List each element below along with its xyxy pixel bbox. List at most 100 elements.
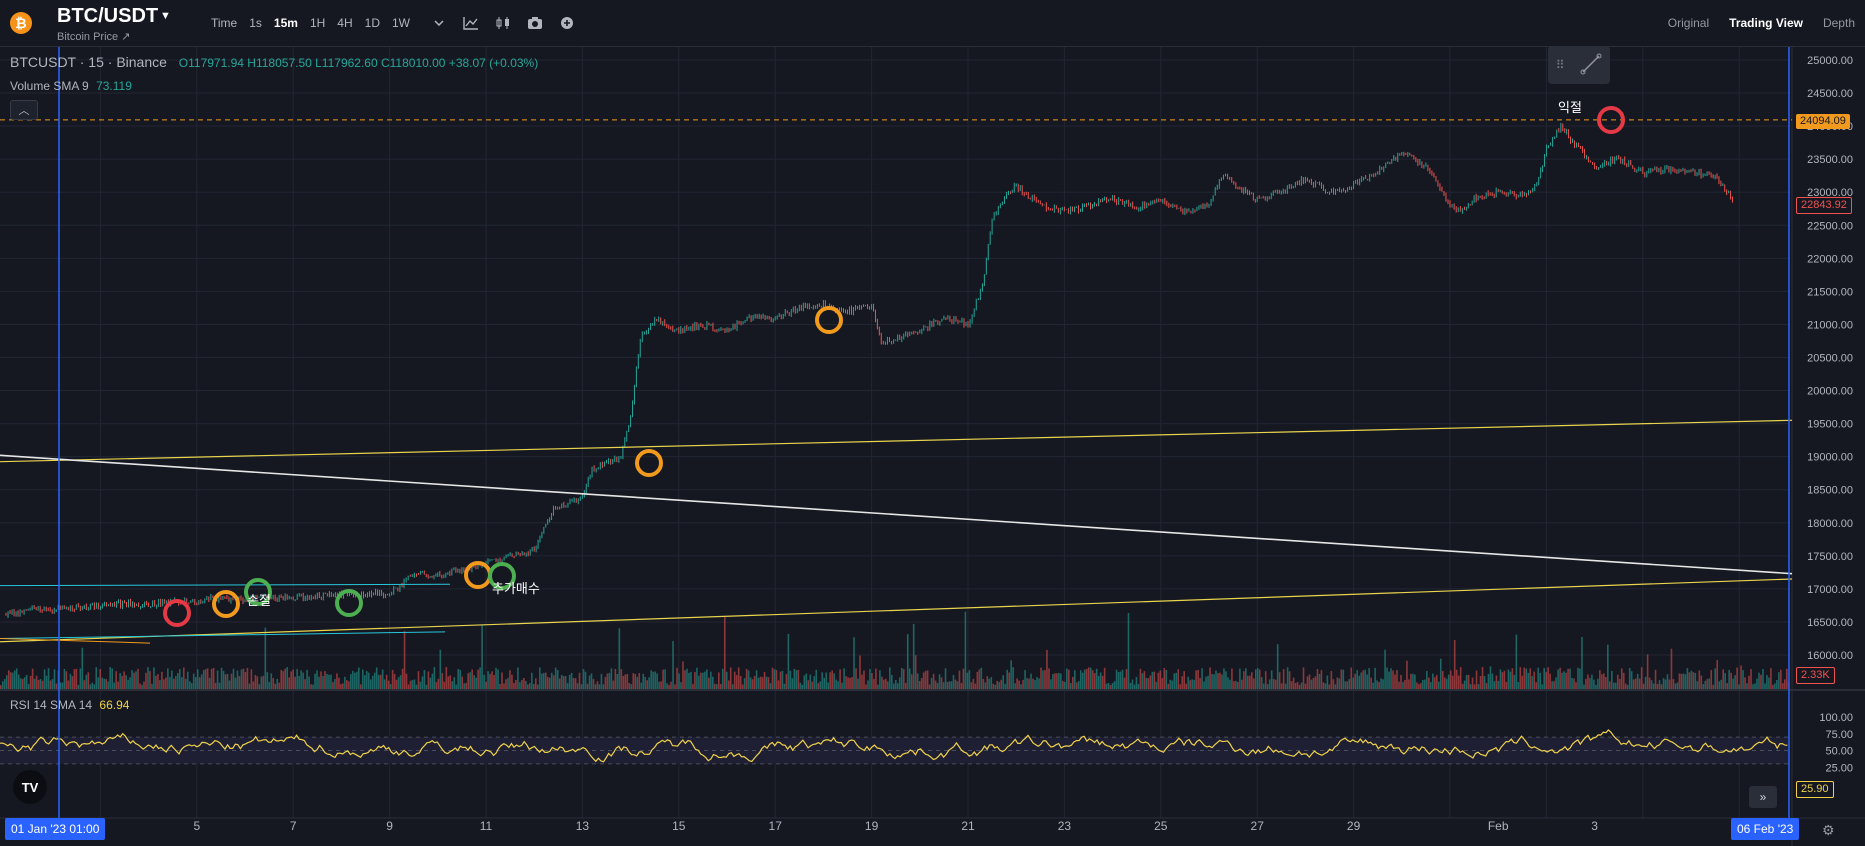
interval-1w[interactable]: 1W (391, 16, 410, 30)
time-tick-label: 15 (672, 819, 686, 833)
toolbar-icons (430, 14, 576, 32)
volume-bar (403, 631, 406, 689)
interval-15m[interactable]: 15m (273, 16, 298, 30)
bitcoin-logo-icon: ₿ (10, 12, 32, 34)
volume-bar (1342, 669, 1345, 689)
view-original[interactable]: Original (1667, 16, 1710, 30)
volume-bar (171, 670, 173, 689)
volume-bar (877, 684, 879, 689)
volume-bar (1056, 673, 1058, 689)
indicators-icon[interactable] (462, 14, 480, 32)
interval-1h[interactable]: 1H (309, 16, 326, 30)
volume-bar (1696, 681, 1699, 689)
scroll-to-realtime-button[interactable]: » (1749, 786, 1777, 808)
drawing-tool-panel[interactable]: ⠿ (1548, 46, 1610, 84)
volume-bar (833, 673, 835, 689)
volume-bar (365, 671, 368, 689)
volume-bar (196, 669, 199, 689)
drag-handle-icon[interactable]: ⠿ (1555, 58, 1565, 72)
volume-bar (1097, 675, 1100, 689)
time-tick-label: 13 (576, 819, 590, 833)
add-icon[interactable] (558, 14, 576, 32)
volume-bar (566, 683, 569, 689)
volume-bar (996, 680, 999, 689)
volume-bar (1195, 670, 1197, 689)
symbol-title[interactable]: BTC/USDT (57, 5, 159, 27)
volume-bar (940, 677, 943, 689)
volume-bar (1605, 677, 1607, 689)
trendline-tool-icon[interactable] (1580, 53, 1602, 78)
volume-bar (1744, 677, 1746, 689)
volume-bar (1338, 678, 1341, 689)
volume-bar (1199, 677, 1201, 689)
volume-bar (863, 670, 865, 689)
interval-4h[interactable]: 4H (337, 16, 353, 30)
volume-bar (429, 677, 432, 689)
volume-bar (785, 674, 788, 689)
stop-loss-annotation: 손절 (247, 593, 271, 608)
interval-1s[interactable]: 1s (249, 16, 262, 30)
volume-bar (535, 678, 537, 689)
volume-bar (43, 669, 46, 689)
chart-type-icon[interactable] (494, 14, 512, 32)
volume-bar (373, 672, 376, 689)
interval-1d[interactable]: 1D (364, 16, 380, 30)
tradingview-logo-icon[interactable]: TV (13, 770, 47, 804)
volume-bar (1091, 670, 1094, 689)
volume-bar (1089, 667, 1092, 689)
volume-bar (745, 669, 748, 689)
volume-bar (109, 667, 111, 689)
volume-bar (1722, 669, 1724, 689)
price-tick-label: 25000.00 (1807, 55, 1853, 67)
volume-bar (503, 683, 505, 689)
volume-bar (200, 674, 203, 689)
volume-bar (272, 678, 275, 689)
volume-bar (1499, 669, 1502, 689)
volume-bar (1370, 677, 1372, 689)
volume-bar (1768, 677, 1770, 689)
collapse-legend-button[interactable]: ︿ (10, 100, 38, 120)
volume-bar (383, 679, 386, 689)
volume-bar (441, 673, 444, 689)
symbol-subtitle-link[interactable]: Bitcoin Price ↗ (57, 31, 131, 43)
volume-bar (1599, 670, 1601, 689)
volume-bar (694, 672, 696, 689)
volume-bar (332, 682, 334, 689)
volume-bar (1786, 668, 1788, 689)
trendline-lower (0, 578, 1793, 643)
interval-time[interactable]: Time (211, 16, 238, 30)
volume-bar (867, 680, 869, 689)
volume-bar (49, 680, 52, 689)
volume-bar (755, 670, 758, 689)
volume-bar (280, 669, 283, 689)
dropdown-chevron-icon[interactable] (430, 14, 448, 32)
settings-gear-icon[interactable]: ⚙ (1822, 822, 1835, 838)
price-chart-canvas[interactable]: 25000.0024500.0024000.0023500.0023000.00… (0, 47, 1865, 846)
volume-bar (672, 640, 674, 689)
volume-bar (1784, 679, 1786, 689)
volume-bar (946, 681, 949, 689)
symbol-dropdown-icon[interactable]: ▼ (160, 10, 171, 22)
volume-bar (336, 673, 338, 689)
volume-bar (676, 667, 678, 689)
volume-bar (228, 680, 231, 689)
volume-bar (1754, 683, 1756, 689)
volume-bar (1366, 674, 1368, 689)
volume-bar (1177, 669, 1180, 689)
price-tick-label: 18000.00 (1807, 518, 1853, 530)
volume-bar (1284, 683, 1287, 689)
volume-bar (1503, 670, 1506, 689)
volume-bar (1018, 680, 1020, 689)
volume-bar (1420, 682, 1422, 689)
view-trading-view[interactable]: Trading View (1729, 16, 1803, 30)
volume-bar (1070, 683, 1072, 689)
volume-bar (544, 672, 547, 689)
view-depth[interactable]: Depth (1822, 16, 1855, 30)
volume-bar (1509, 671, 1512, 689)
volume-bar (1123, 677, 1126, 689)
time-tick-label: 3 (1591, 819, 1598, 833)
volume-bar (1302, 667, 1305, 689)
volume-bar (79, 668, 82, 689)
camera-icon[interactable] (526, 14, 544, 32)
volume-bar (27, 683, 30, 689)
